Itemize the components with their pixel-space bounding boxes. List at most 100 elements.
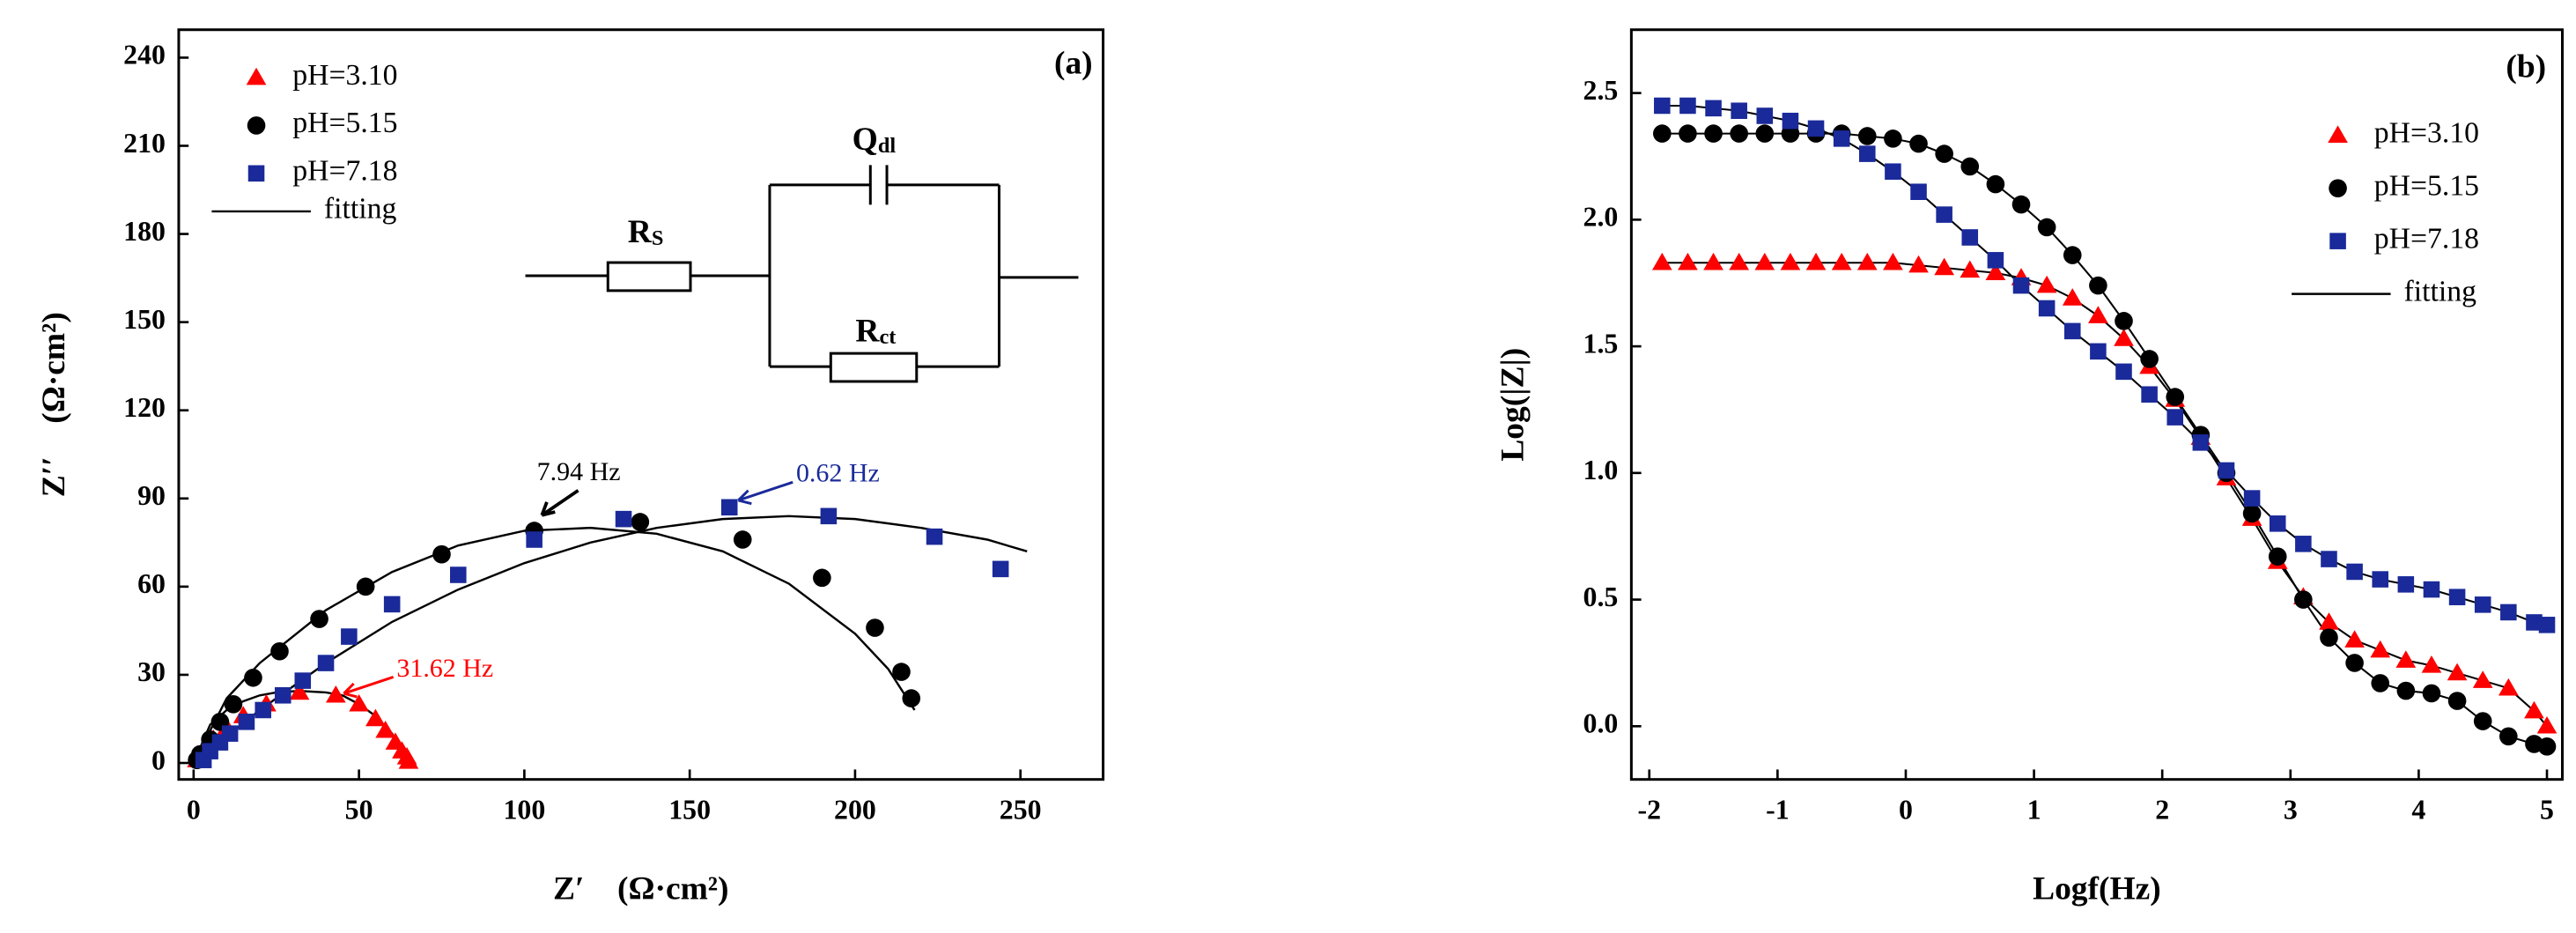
y-tick-label: 30 [137, 656, 166, 687]
marker [926, 528, 943, 545]
marker [866, 618, 884, 637]
label-main: R [855, 313, 880, 349]
x-tick-label: 250 [1000, 794, 1042, 825]
marker [2473, 712, 2492, 730]
legend-label: pH=7.18 [292, 155, 397, 188]
y-tick-label: 0.5 [1583, 581, 1619, 612]
marker [2242, 504, 2262, 523]
marker [2538, 617, 2556, 633]
annotation-arrow [737, 480, 793, 506]
marker [526, 531, 543, 548]
marker [2166, 409, 2184, 426]
marker [238, 714, 255, 730]
marker [2321, 551, 2337, 567]
marker [1731, 102, 1747, 120]
annotation: 31.62 Hz [396, 654, 493, 683]
marker [1807, 120, 1825, 137]
marker [365, 708, 386, 727]
circuit-label: Qdl [853, 122, 897, 158]
marker [1679, 124, 1697, 143]
panel-label: (a) [1054, 46, 1093, 82]
x-tick-label: 100 [503, 794, 545, 825]
marker [2448, 589, 2466, 605]
marker [2526, 614, 2543, 631]
y-tick-label: 2.0 [1583, 202, 1619, 233]
x-tick-label: 0 [187, 794, 201, 825]
marker [375, 720, 395, 738]
x-tick-label: 2 [2155, 794, 2169, 825]
marker [1705, 100, 1722, 117]
marker [820, 507, 838, 525]
marker [294, 672, 312, 689]
marker [1910, 183, 1927, 201]
marker [2140, 350, 2159, 368]
marker [325, 685, 346, 703]
marker [1857, 127, 1877, 145]
marker [2422, 684, 2441, 703]
legend-marker [2329, 233, 2346, 249]
x-tick-label: 1 [2027, 794, 2041, 825]
marker [1755, 124, 1775, 143]
y-tick-label: 180 [123, 216, 166, 247]
y-tick-label: 1.5 [1583, 328, 1619, 359]
marker [1883, 252, 1903, 270]
legend-marker [2328, 125, 2348, 143]
marker [449, 566, 467, 583]
y-tick-label: 1.0 [1583, 455, 1619, 485]
resistor [606, 261, 692, 292]
marker [2498, 678, 2519, 696]
marker [310, 610, 328, 628]
marker [1856, 252, 1878, 270]
x-tick-label: 5 [2540, 794, 2554, 825]
marker [289, 682, 310, 700]
marker [1679, 97, 1696, 115]
marker [341, 628, 358, 645]
legend-label: pH=5.15 [2374, 169, 2479, 202]
marker [2063, 246, 2082, 264]
fit-curve [192, 526, 916, 764]
marker [2088, 306, 2108, 323]
marker [2319, 612, 2339, 630]
marker [1934, 257, 1954, 276]
annotation-arrow [343, 676, 395, 699]
marker [270, 641, 289, 661]
marker [1961, 229, 1979, 246]
marker [1859, 145, 1876, 162]
x-tick-label: 50 [345, 794, 373, 825]
x-tick-label: -2 [1637, 794, 1661, 825]
label-main: R [628, 214, 653, 250]
marker [1678, 252, 1698, 270]
marker [631, 513, 650, 531]
marker [255, 701, 271, 719]
marker [813, 568, 831, 588]
marker [2062, 288, 2083, 306]
marker [224, 694, 243, 714]
marker [2012, 277, 2030, 294]
marker [1936, 206, 1952, 223]
panel-label: (b) [2506, 48, 2546, 85]
y-tick-label: 2.5 [1583, 75, 1619, 106]
marker [274, 687, 292, 704]
annotation-arrow [540, 489, 579, 517]
marker [2294, 590, 2313, 609]
x-axis-label: Logf(Hz) [2033, 871, 2161, 907]
marker [2295, 536, 2312, 552]
legend-marker [247, 116, 266, 135]
x-tick-label: 3 [2284, 794, 2298, 825]
legend-marker [2329, 179, 2347, 197]
marker [2344, 630, 2365, 648]
annotation: 7.94 Hz [537, 457, 621, 486]
marker [1730, 124, 1748, 143]
legend-label: pH=3.10 [2374, 116, 2479, 149]
marker [317, 655, 335, 671]
marker [1960, 157, 1980, 176]
y-tick-label: 60 [137, 568, 166, 599]
y-tick-label: 120 [123, 392, 166, 423]
marker [398, 751, 419, 769]
legend-label: fitting [324, 193, 397, 226]
y-tick-label: 210 [123, 128, 166, 159]
marker [1831, 252, 1852, 270]
marker [2447, 692, 2467, 710]
marker [1884, 130, 1902, 148]
marker [1654, 97, 1671, 115]
